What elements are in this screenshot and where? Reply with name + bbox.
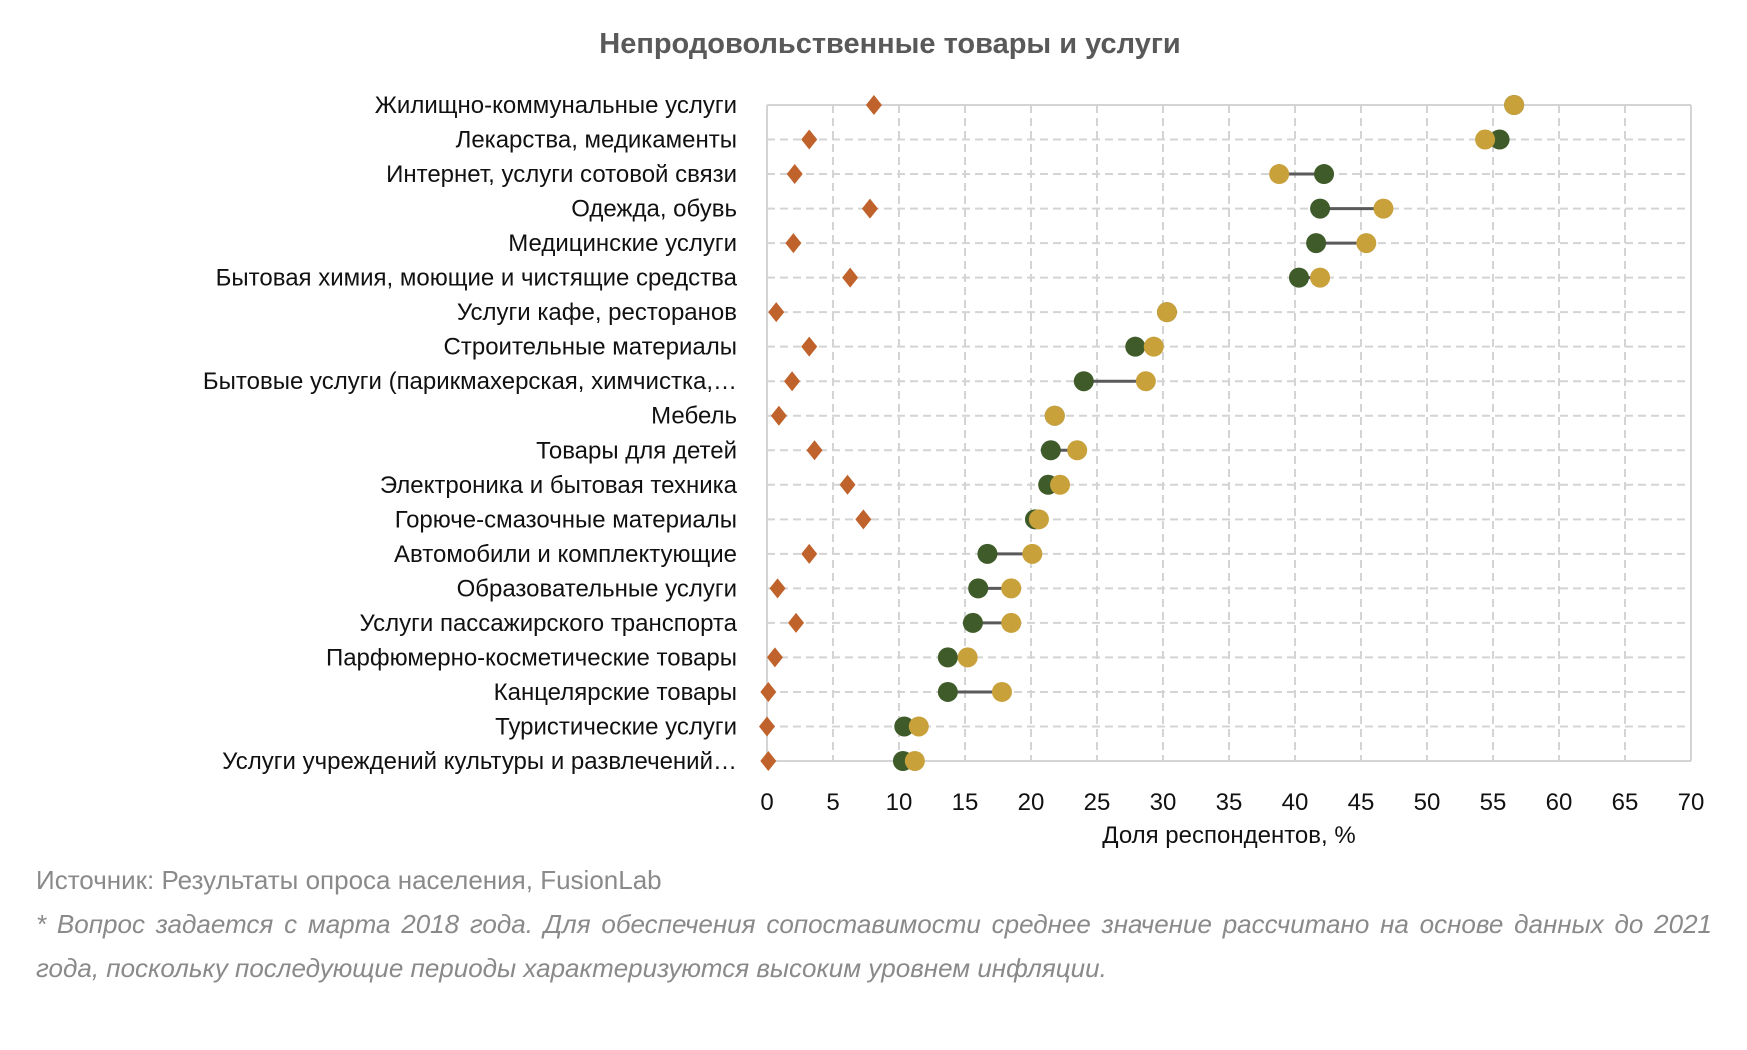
diamond-point xyxy=(769,578,786,599)
diamond-point xyxy=(806,440,823,461)
green-point xyxy=(1073,371,1094,392)
gold-point xyxy=(1135,371,1156,392)
x-tick-label: 5 xyxy=(826,789,839,816)
x-tick-label: 45 xyxy=(1348,789,1375,816)
gold-point xyxy=(1356,233,1377,254)
category-label: Медицинские услуги xyxy=(508,230,737,257)
gold-point xyxy=(908,716,929,737)
gold-point xyxy=(957,647,978,668)
diamond-point xyxy=(760,681,777,702)
diamond-point xyxy=(801,543,818,564)
x-tick-label: 15 xyxy=(952,789,979,816)
x-tick-label: 55 xyxy=(1480,789,1507,816)
gold-point xyxy=(1143,336,1164,357)
x-tick-label: 20 xyxy=(1018,789,1045,816)
diamond-point xyxy=(760,751,777,771)
category-labels: Жилищно-коммунальные услуги Лекарства, ме… xyxy=(203,92,738,775)
x-tick-label: 30 xyxy=(1150,789,1177,816)
diamond-point xyxy=(788,612,805,633)
green-point xyxy=(937,647,958,668)
category-label: Мебель xyxy=(651,403,737,430)
category-label: Образовательные услуги xyxy=(457,575,737,602)
diamond-point xyxy=(842,267,859,288)
gold-point xyxy=(1022,543,1043,564)
green-point xyxy=(968,578,989,599)
gold-point xyxy=(1001,578,1022,599)
diamond-point xyxy=(785,233,802,254)
diamond-point xyxy=(855,509,872,530)
category-label: Автомобили и комплектующие xyxy=(394,541,737,568)
x-tick-label: 50 xyxy=(1414,789,1441,816)
gold-point xyxy=(1156,302,1177,323)
diamond-point xyxy=(801,336,818,357)
gold-point xyxy=(991,681,1012,702)
category-label: Туристические услуги xyxy=(495,713,737,740)
diamond-point xyxy=(839,474,856,495)
diamond-point xyxy=(759,716,775,737)
gold-point xyxy=(904,751,925,771)
category-label: Канцелярские товары xyxy=(494,679,737,706)
chart-title: Непродовольственные товары и услуги xyxy=(599,28,1180,60)
green-point xyxy=(894,716,915,737)
gold-point xyxy=(1475,129,1496,150)
gold-point xyxy=(1269,164,1290,185)
green-point xyxy=(1288,267,1309,288)
category-label: Бытовая химия, моющие и чистящие средств… xyxy=(216,265,738,292)
category-label: Строительные материалы xyxy=(444,334,737,361)
diamond-point xyxy=(766,647,783,668)
green-point xyxy=(962,612,983,633)
gold-point xyxy=(1504,95,1525,115)
category-label: Интернет, услуги сотовой связи xyxy=(386,161,737,188)
dot-plot-chart: Непродовольственные товары и услуги Жили… xyxy=(203,28,1704,849)
x-tick-label: 35 xyxy=(1216,789,1243,816)
category-label: Товары для детей xyxy=(536,437,737,464)
green-point xyxy=(1040,440,1061,461)
diamond-point xyxy=(861,198,878,219)
gold-point xyxy=(1310,267,1331,288)
x-axis-title: Доля респондентов, % xyxy=(1102,822,1355,849)
x-tick-label: 65 xyxy=(1612,789,1639,816)
gold-point xyxy=(1028,509,1049,530)
green-point xyxy=(1489,129,1510,150)
gold-point xyxy=(1001,612,1022,633)
green-point xyxy=(1306,233,1327,254)
green-point xyxy=(1125,336,1146,357)
category-label: Горюче-смазочные материалы xyxy=(395,506,737,533)
x-tick-label: 40 xyxy=(1282,789,1309,816)
green-point xyxy=(1310,198,1331,219)
category-label: Одежда, обувь xyxy=(571,196,737,223)
x-tick-label: 0 xyxy=(760,789,773,816)
category-label: Парфюмерно-косметические товары xyxy=(326,644,737,671)
category-label: Услуги пассажирского транспорта xyxy=(359,610,737,637)
x-tick-label: 70 xyxy=(1678,789,1705,816)
diamond-point xyxy=(786,164,803,185)
category-label: Услуги учреждений культуры и развлечений… xyxy=(222,748,737,775)
grid xyxy=(766,104,1692,762)
diamond-point xyxy=(770,405,787,426)
x-tick-label: 60 xyxy=(1546,789,1573,816)
gold-point xyxy=(1373,198,1394,219)
x-tick-labels: 0 5 10 15 20 25 30 35 40 45 50 55 60 65 70 xyxy=(760,789,1704,816)
category-label: Услуги кафе, ресторанов xyxy=(457,299,737,326)
category-label: Лекарства, медикаменты xyxy=(456,127,737,154)
gold-point xyxy=(1067,440,1088,461)
green-point xyxy=(937,681,958,702)
category-label: Электроника и бытовая техника xyxy=(380,472,738,499)
category-label: Бытовые услуги (парикмахерская, химчистк… xyxy=(203,368,737,395)
category-label: Жилищно-коммунальные услуги xyxy=(375,92,737,119)
data-marks xyxy=(759,95,1525,771)
gold-point xyxy=(1050,474,1071,495)
diamond-point xyxy=(768,302,785,323)
green-point xyxy=(977,543,998,564)
x-tick-label: 10 xyxy=(886,789,913,816)
source-note: Источник: Результаты опроса населения, F… xyxy=(36,865,662,895)
diamond-point xyxy=(865,95,882,115)
diamond-point xyxy=(784,371,801,392)
footnote: * Вопрос задается с марта 2018 года. Для… xyxy=(36,909,1712,983)
x-tick-label: 25 xyxy=(1084,789,1111,816)
gold-point xyxy=(1044,405,1065,426)
diamond-point xyxy=(801,129,818,150)
green-point xyxy=(1314,164,1335,185)
